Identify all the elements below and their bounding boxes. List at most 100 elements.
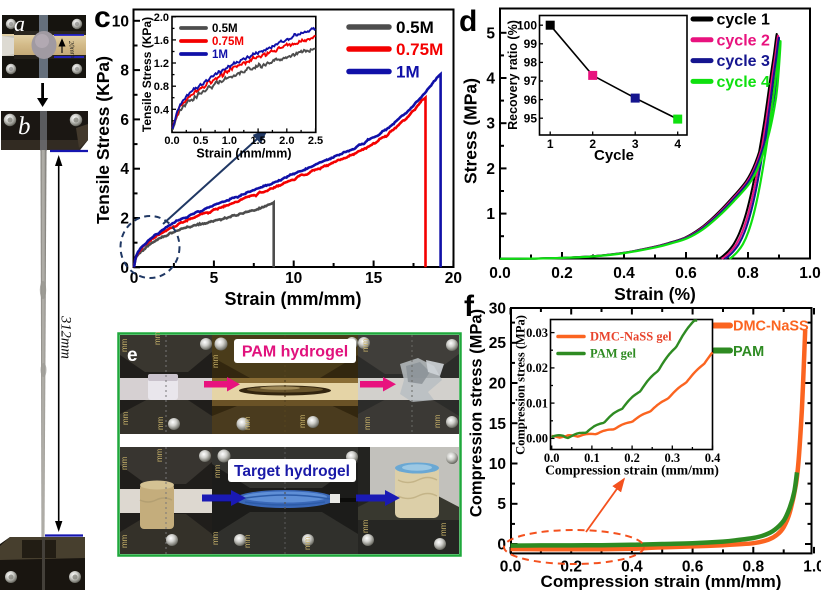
svg-text:97: 97 [524, 74, 538, 88]
svg-text:Compression stress (MPa): Compression stress (MPa) [468, 309, 486, 517]
svg-text:0.2: 0.2 [551, 265, 573, 282]
svg-text:cycle 2: cycle 2 [717, 32, 770, 49]
svg-text:20mm: 20mm [67, 40, 77, 58]
svg-text:30: 30 [489, 301, 506, 318]
svg-text:f: f [464, 290, 475, 323]
svg-text:mm: mm [156, 416, 165, 430]
svg-text:mm: mm [361, 338, 370, 352]
svg-text:25: 25 [489, 335, 507, 352]
svg-text:95: 95 [524, 111, 538, 125]
svg-text:mm: mm [120, 534, 129, 548]
svg-text:1M: 1M [396, 63, 420, 82]
svg-text:mm: mm [121, 411, 130, 425]
svg-text:Target hydrogel: Target hydrogel [234, 463, 350, 480]
svg-text:4: 4 [486, 71, 495, 88]
svg-text:0.2: 0.2 [624, 451, 640, 465]
svg-text:0.8: 0.8 [737, 265, 759, 282]
svg-text:PAM hydrogel: PAM hydrogel [242, 344, 348, 361]
svg-text:mm: mm [363, 416, 372, 430]
svg-text:5: 5 [210, 270, 219, 287]
svg-text:c: c [94, 1, 111, 34]
svg-text:mm: mm [213, 464, 222, 478]
svg-text:Cycle: Cycle [594, 147, 634, 164]
svg-text:DMC-NaSS gel: DMC-NaSS gel [590, 330, 672, 344]
svg-text:6: 6 [120, 112, 129, 129]
svg-text:mm: mm [303, 536, 312, 550]
svg-text:312mm: 312mm [58, 315, 74, 359]
svg-text:Strain (mm/mm): Strain (mm/mm) [224, 289, 361, 309]
svg-text:1.0: 1.0 [799, 265, 821, 282]
svg-text:100: 100 [517, 18, 537, 32]
svg-text:0.75M: 0.75M [212, 36, 244, 48]
svg-text:Tensile Stress (KPa): Tensile Stress (KPa) [140, 17, 154, 132]
svg-text:0.5M: 0.5M [212, 23, 238, 35]
svg-text:20: 20 [445, 270, 462, 287]
svg-text:0.0: 0.0 [164, 135, 179, 147]
svg-text:20: 20 [489, 376, 506, 393]
svg-text:0.8: 0.8 [154, 81, 169, 93]
svg-text:cycle 4: cycle 4 [717, 74, 770, 91]
svg-text:2.0: 2.0 [279, 135, 294, 147]
svg-text:1.2: 1.2 [154, 58, 169, 70]
svg-text:e: e [127, 345, 138, 366]
svg-text:Strain (%): Strain (%) [614, 284, 696, 304]
svg-text:99: 99 [524, 37, 538, 51]
svg-text:2: 2 [589, 137, 596, 151]
svg-text:1: 1 [486, 206, 495, 223]
svg-text:2: 2 [486, 161, 495, 178]
svg-text:mm: mm [211, 531, 220, 545]
svg-text:10: 10 [112, 13, 129, 30]
svg-text:0.4: 0.4 [154, 104, 170, 116]
svg-text:mm: mm [120, 338, 129, 352]
svg-text:Strain (mm/mm): Strain (mm/mm) [196, 147, 291, 161]
svg-text:0.6: 0.6 [682, 559, 704, 576]
svg-text:1.5: 1.5 [250, 135, 265, 147]
svg-text:Compression strain (mm/mm): Compression strain (mm/mm) [541, 572, 782, 590]
svg-text:0: 0 [497, 537, 506, 554]
svg-text:5: 5 [486, 25, 495, 42]
svg-text:mm: mm [120, 456, 129, 470]
svg-text:10: 10 [285, 270, 302, 287]
svg-text:cycle 3: cycle 3 [717, 53, 770, 70]
svg-text:0.3: 0.3 [664, 451, 680, 465]
svg-text:b: b [18, 113, 31, 140]
svg-text:mm: mm [155, 448, 164, 462]
svg-text:15: 15 [365, 270, 383, 287]
svg-text:0.2: 0.2 [560, 559, 582, 576]
svg-text:0.0: 0.0 [500, 559, 522, 576]
svg-text:0.5: 0.5 [193, 135, 208, 147]
svg-text:mm: mm [361, 519, 370, 533]
svg-text:15: 15 [489, 416, 507, 433]
svg-text:2: 2 [120, 211, 129, 228]
svg-text:Stress (MPa): Stress (MPa) [461, 78, 481, 184]
svg-text:1M: 1M [212, 49, 228, 61]
svg-text:d: d [459, 5, 477, 38]
svg-text:4: 4 [120, 161, 129, 178]
svg-text:0.4: 0.4 [621, 559, 643, 576]
svg-text:Compression stress (MPa): Compression stress (MPa) [514, 315, 528, 455]
svg-text:PAM gel: PAM gel [590, 347, 636, 361]
svg-text:0.01: 0.01 [526, 396, 548, 410]
svg-text:0.02: 0.02 [526, 361, 548, 375]
svg-text:1: 1 [547, 137, 554, 151]
svg-text:0.03: 0.03 [526, 326, 548, 340]
svg-text:a: a [14, 11, 25, 36]
svg-text:8: 8 [120, 63, 129, 80]
svg-text:5: 5 [497, 496, 506, 513]
svg-text:0: 0 [120, 260, 129, 277]
svg-text:1.0: 1.0 [222, 135, 237, 147]
svg-text:mm: mm [211, 354, 220, 368]
svg-text:mm: mm [153, 331, 162, 345]
svg-text:mm: mm [243, 416, 252, 430]
svg-text:2.0: 2.0 [154, 12, 169, 24]
svg-text:3: 3 [486, 116, 495, 133]
svg-text:mm: mm [298, 414, 307, 428]
svg-text:Tensile Stress (KPa): Tensile Stress (KPa) [93, 56, 113, 224]
svg-text:0.0: 0.0 [544, 451, 560, 465]
svg-text:mm: mm [243, 534, 252, 548]
svg-text:mm: mm [433, 414, 442, 428]
svg-text:0.5M: 0.5M [396, 18, 434, 37]
svg-text:DMC-NaSS: DMC-NaSS [733, 319, 809, 335]
svg-text:0.8: 0.8 [743, 559, 765, 576]
svg-text:0.00: 0.00 [526, 432, 548, 446]
